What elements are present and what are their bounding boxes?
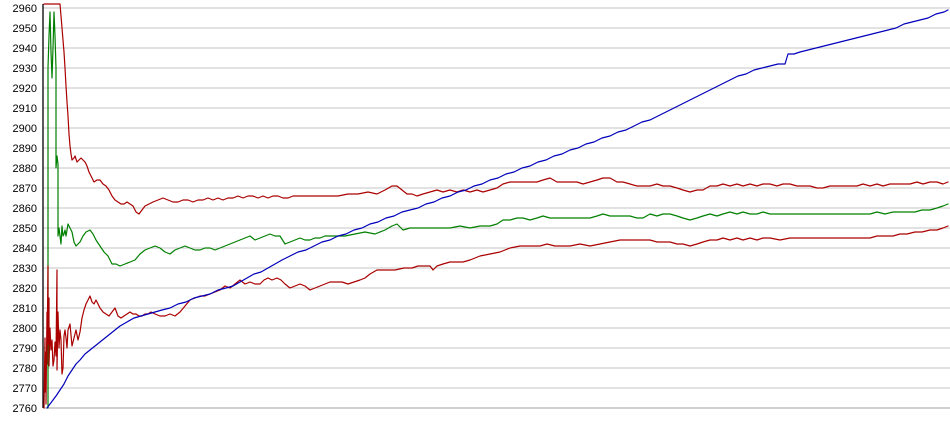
y-tick-label-2940: 2940 bbox=[13, 43, 37, 55]
series-green-middle-line bbox=[47, 11, 949, 409]
y-tick-label-2950: 2950 bbox=[13, 23, 37, 35]
y-tick-label-2930: 2930 bbox=[13, 63, 37, 75]
y-axis-labels-group: 2960 2950 2940 2930 2920 2910 2900 2890 2880 2870… bbox=[13, 3, 37, 415]
y-tick-label-2760: 2760 bbox=[13, 403, 37, 415]
axes-group bbox=[42, 4, 950, 409]
y-tick-label-2960: 2960 bbox=[13, 3, 37, 15]
series-lower-red-line bbox=[43, 225, 949, 409]
y-tick-label-2820: 2820 bbox=[13, 283, 37, 295]
y-tick-label-2890: 2890 bbox=[13, 143, 37, 155]
y-tick-label-2830: 2830 bbox=[13, 263, 37, 275]
y-tick-label-2840: 2840 bbox=[13, 243, 37, 255]
y-tick-label-2910: 2910 bbox=[13, 103, 37, 115]
y-tick-label-2870: 2870 bbox=[13, 183, 37, 195]
gridlines-group bbox=[43, 7, 950, 409]
series-upper-red-line bbox=[43, 3, 949, 215]
y-tick-label-2850: 2850 bbox=[13, 223, 37, 235]
y-tick-label-2790: 2790 bbox=[13, 343, 37, 355]
series-group bbox=[43, 3, 949, 409]
y-tick-label-2880: 2880 bbox=[13, 163, 37, 175]
y-tick-label-2900: 2900 bbox=[13, 123, 37, 135]
y-tick-label-2800: 2800 bbox=[13, 323, 37, 335]
y-tick-label-2770: 2770 bbox=[13, 383, 37, 395]
y-tick-label-2860: 2860 bbox=[13, 203, 37, 215]
y-tick-label-2920: 2920 bbox=[13, 83, 37, 95]
y-tick-label-2810: 2810 bbox=[13, 303, 37, 315]
series-blue-rising-line bbox=[46, 9, 949, 409]
y-tick-label-2780: 2780 bbox=[13, 363, 37, 375]
